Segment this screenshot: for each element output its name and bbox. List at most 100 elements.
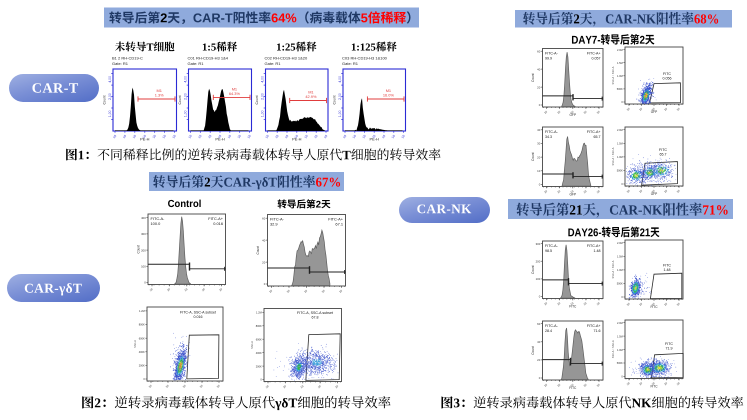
svg-text:10: 10 bbox=[207, 134, 212, 139]
svg-text:0: 0 bbox=[539, 295, 541, 299]
svg-text:Count: Count bbox=[333, 95, 337, 104]
svg-text:SSC-A :: SSC-A: SSC-A :: SSC-A bbox=[612, 66, 615, 84]
svg-text:Count: Count bbox=[531, 73, 535, 82]
svg-text:10: 10 bbox=[362, 134, 367, 139]
svg-text:2,00: 2,00 bbox=[183, 93, 187, 100]
svg-text:200: 200 bbox=[536, 259, 541, 263]
svg-text:1.5M: 1.5M bbox=[617, 61, 623, 65]
svg-text:10: 10 bbox=[237, 134, 242, 139]
svg-text:10: 10 bbox=[569, 301, 574, 306]
svg-text:10: 10 bbox=[282, 384, 287, 389]
svg-text:M1: M1 bbox=[308, 90, 313, 95]
svg-text:1,00: 1,00 bbox=[108, 110, 112, 117]
svg-text:300: 300 bbox=[141, 232, 146, 236]
svg-text:FITC-A-: FITC-A- bbox=[151, 216, 166, 221]
svg-text:10: 10 bbox=[626, 106, 631, 111]
svg-text:C01 RH-CD19-H3 1&4: C01 RH-CD19-H3 1&4 bbox=[188, 56, 229, 61]
svg-text:10: 10 bbox=[626, 301, 631, 306]
svg-text:10: 10 bbox=[556, 301, 561, 306]
svg-text:10: 10 bbox=[265, 134, 270, 139]
svg-text:10: 10 bbox=[537, 169, 541, 173]
svg-text:40: 40 bbox=[537, 67, 541, 71]
svg-text:SSC-A: SSC-A bbox=[134, 340, 137, 348]
svg-text:Count: Count bbox=[531, 265, 535, 274]
svg-text:10: 10 bbox=[596, 301, 601, 306]
svg-text:10: 10 bbox=[583, 382, 588, 387]
svg-text:4,00: 4,00 bbox=[108, 76, 112, 83]
svg-text:200: 200 bbox=[141, 248, 146, 252]
svg-text:67.1: 67.1 bbox=[335, 222, 343, 227]
svg-text:FITC: FITC bbox=[665, 342, 673, 346]
svg-text:FITC-A+: FITC-A+ bbox=[328, 217, 344, 222]
svg-text:10: 10 bbox=[651, 381, 656, 386]
svg-text:1.48: 1.48 bbox=[664, 268, 671, 272]
svg-text:10: 10 bbox=[596, 382, 601, 387]
svg-text:1.3%: 1.3% bbox=[155, 93, 164, 98]
svg-text:400: 400 bbox=[141, 216, 146, 220]
svg-text:4,00: 4,00 bbox=[338, 76, 342, 83]
svg-text:64.3%: 64.3% bbox=[229, 91, 241, 96]
svg-text:Count: Count bbox=[103, 95, 107, 104]
svg-text:FITC: FITC bbox=[569, 386, 577, 390]
svg-text:10: 10 bbox=[166, 287, 171, 292]
svg-text:1.2M: 1.2M bbox=[256, 311, 262, 315]
svg-text:4,00: 4,00 bbox=[260, 76, 264, 83]
svg-text:2,00: 2,00 bbox=[108, 93, 112, 100]
svg-text:40: 40 bbox=[537, 340, 541, 344]
svg-text:Gate: R1: Gate: R1 bbox=[342, 61, 359, 66]
svg-text:30: 30 bbox=[537, 142, 541, 146]
svg-text:FITC: FITC bbox=[650, 305, 658, 309]
svg-text:FITC-A+: FITC-A+ bbox=[587, 324, 601, 328]
svg-text:0.056: 0.056 bbox=[663, 77, 672, 81]
svg-text:FITC-A, SSC-A subset: FITC-A, SSC-A subset bbox=[297, 311, 333, 315]
svg-text:0: 0 bbox=[621, 182, 623, 186]
svg-text:FITC-A+: FITC-A+ bbox=[587, 244, 601, 248]
svg-text:FITC: FITC bbox=[650, 385, 658, 389]
svg-text:1.0M: 1.0M bbox=[617, 74, 623, 78]
svg-text:600K: 600K bbox=[256, 337, 262, 341]
svg-text:FITC: FITC bbox=[663, 72, 671, 76]
svg-text:500K: 500K bbox=[617, 361, 623, 365]
svg-text:GFP: GFP bbox=[570, 113, 577, 117]
svg-text:10: 10 bbox=[218, 287, 223, 292]
svg-text:PE-H: PE-H bbox=[370, 136, 379, 141]
svg-text:10: 10 bbox=[556, 382, 561, 387]
svg-text:1,00: 1,00 bbox=[183, 110, 187, 117]
svg-text:SSC-A :: SSC-A: SSC-A :: SSC-A bbox=[612, 340, 615, 358]
svg-text:10: 10 bbox=[543, 189, 548, 194]
svg-text:10: 10 bbox=[183, 287, 188, 292]
svg-text:10: 10 bbox=[569, 109, 574, 114]
svg-text:10: 10 bbox=[201, 287, 206, 292]
svg-text:10: 10 bbox=[569, 382, 574, 387]
svg-text:20: 20 bbox=[537, 85, 541, 89]
svg-text:10: 10 bbox=[142, 134, 147, 139]
svg-text:500K: 500K bbox=[617, 282, 623, 286]
svg-text:10: 10 bbox=[638, 381, 643, 386]
svg-text:2.0M: 2.0M bbox=[617, 128, 623, 132]
svg-text:10: 10 bbox=[338, 288, 343, 293]
svg-text:10: 10 bbox=[638, 188, 643, 193]
svg-text:10: 10 bbox=[596, 189, 601, 194]
svg-text:10: 10 bbox=[304, 134, 309, 139]
svg-text:FITC-A-: FITC-A- bbox=[545, 324, 559, 328]
svg-text:98.5: 98.5 bbox=[545, 249, 552, 253]
svg-text:10: 10 bbox=[663, 301, 668, 306]
svg-text:10: 10 bbox=[313, 134, 318, 139]
svg-text:1,00: 1,00 bbox=[338, 110, 342, 117]
svg-text:10: 10 bbox=[112, 134, 117, 139]
svg-text:0: 0 bbox=[260, 378, 262, 382]
svg-text:1.5M: 1.5M bbox=[617, 142, 623, 146]
svg-text:20: 20 bbox=[537, 155, 541, 159]
svg-text:10: 10 bbox=[334, 384, 339, 389]
svg-text:10: 10 bbox=[149, 287, 154, 292]
svg-text:1.0M: 1.0M bbox=[617, 268, 623, 272]
svg-text:10: 10 bbox=[626, 188, 631, 193]
svg-text:0: 0 bbox=[539, 376, 541, 380]
svg-text:FITC-A-: FITC-A- bbox=[270, 217, 285, 222]
svg-text:1,00: 1,00 bbox=[260, 110, 264, 117]
svg-text:FITC: FITC bbox=[663, 264, 671, 268]
svg-text:10: 10 bbox=[172, 134, 177, 139]
svg-text:Gate: R1: Gate: R1 bbox=[265, 61, 282, 66]
svg-text:800K: 800K bbox=[256, 324, 262, 328]
svg-text:10: 10 bbox=[265, 384, 270, 389]
